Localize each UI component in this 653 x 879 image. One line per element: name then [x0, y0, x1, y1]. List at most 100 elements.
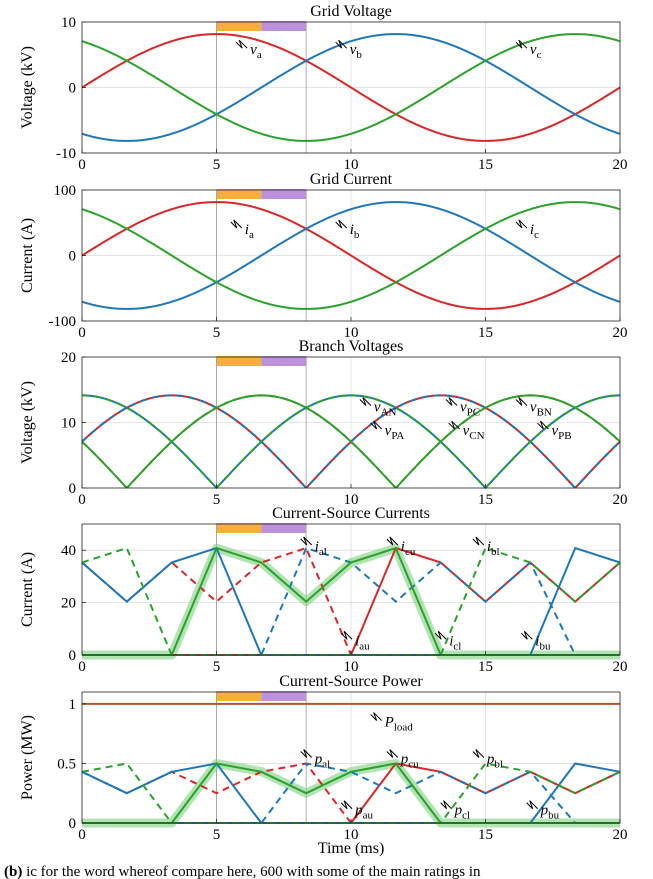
- annotation-subscript: bl: [494, 759, 503, 771]
- x-tick-label: 20: [613, 325, 628, 341]
- annotation-label: vAN: [374, 399, 397, 418]
- annotation-subscript: PB: [558, 430, 571, 442]
- y-tick-label: -10: [56, 146, 76, 162]
- x-tick-label: 15: [478, 492, 493, 508]
- x-tick-label: 15: [478, 157, 493, 173]
- x-tick-label: 10: [344, 659, 359, 675]
- annotation-symbol: i: [350, 222, 354, 238]
- annotation-label: ib: [350, 222, 360, 241]
- panel-label: (b): [4, 864, 23, 879]
- annotation-subscript: au: [363, 810, 374, 822]
- annotation-leader: [448, 420, 461, 430]
- annotation-subscript: a: [257, 49, 262, 61]
- annotation-subscript: load: [394, 722, 413, 734]
- annotation-subscript: cl: [453, 640, 461, 652]
- annotation-label: vBN: [530, 399, 552, 418]
- x-tick-label: 15: [478, 325, 493, 341]
- x-tick-label: 5: [213, 325, 221, 341]
- annotation-leader: [370, 712, 383, 721]
- annotation-symbol: v: [374, 399, 381, 415]
- panel-4: 0 5 10 15 20 40 20 0 Current-Source Currents Curr…: [19, 505, 628, 675]
- annotation-leader: [300, 536, 313, 546]
- series-v-cn: [82, 394, 620, 489]
- x-axis-label: Time (ms): [318, 840, 385, 857]
- panel-title: Branch Voltages: [299, 338, 404, 355]
- interval-bar-orange: [216, 356, 262, 366]
- x-tick-label: 20: [613, 157, 628, 173]
- x-tick-label: 20: [613, 492, 628, 508]
- annotation-symbol: i: [449, 633, 453, 649]
- annotation-symbol: v: [530, 42, 537, 58]
- annotation-label: pal: [314, 752, 330, 771]
- panel-title: Current-Source Power: [279, 673, 423, 690]
- annotation-subscript: cl: [462, 810, 470, 822]
- annotation-subscript: b: [356, 49, 362, 61]
- annotation-symbol: p: [486, 752, 495, 768]
- annotation-label: pau: [354, 803, 373, 822]
- annotation-leader: [386, 536, 399, 546]
- annotation-leader: [520, 630, 533, 640]
- annotation-label: pbu: [540, 803, 560, 822]
- annotation-label: va: [250, 42, 262, 61]
- x-tick-label: 20: [613, 659, 628, 675]
- x-tick-label: 0: [78, 157, 86, 173]
- x-tick-label: 5: [213, 827, 221, 843]
- y-tick-label: 0.5: [57, 756, 76, 772]
- y-axis-label: Current (A): [19, 218, 36, 293]
- series-i-a: [81, 201, 621, 310]
- interval-bar-purple: [261, 21, 307, 31]
- y-tick-label: -100: [49, 314, 77, 330]
- series-v-b: [81, 33, 621, 142]
- annotation-symbol: p: [354, 803, 363, 819]
- annotation-symbol: v: [460, 399, 467, 415]
- annotation-subscript: AN: [381, 406, 397, 418]
- annotation-leader: [359, 397, 372, 406]
- x-tick-label: 15: [478, 659, 493, 675]
- annotation-label: vPC: [460, 399, 480, 418]
- y-axis-label: Current (A): [19, 552, 36, 627]
- annotation-subscript: al: [322, 759, 330, 771]
- annotation-subscript: c: [537, 49, 542, 61]
- annotation-symbol: v: [350, 42, 357, 58]
- caption-text: (b) ic for the word whereof compare here…: [0, 864, 653, 879]
- x-tick-label: 0: [78, 659, 86, 675]
- annotation-subscript: cu: [408, 759, 419, 771]
- annotation-symbol: i: [315, 539, 319, 555]
- annotation-label: iau: [355, 633, 370, 652]
- annotation-subscript: bl: [491, 546, 500, 558]
- x-tick-label: 10: [344, 492, 359, 508]
- annotation-symbol: p: [454, 803, 463, 819]
- caption-fragment: ic for the word whereof compare here, 60…: [26, 864, 481, 879]
- y-axis-label: Voltage (kV): [19, 381, 36, 464]
- annotation-subscript: bu: [539, 640, 551, 652]
- annotation-subscript: PC: [467, 406, 480, 418]
- annotation-symbol: v: [463, 423, 470, 439]
- y-tick-label: 0: [69, 81, 77, 97]
- panel-title: Grid Current: [310, 171, 393, 188]
- interval-bar-purple: [261, 691, 307, 701]
- annotation-label: icl: [449, 633, 461, 652]
- y-tick-label: 100: [54, 183, 77, 199]
- annotation-label: pbl: [486, 752, 503, 771]
- series-i-c: [81, 201, 621, 310]
- interval-bar-purple: [261, 523, 307, 533]
- annotation-leader: [537, 420, 549, 430]
- annotation-leader: [472, 749, 485, 758]
- y-tick-label: 0: [69, 249, 77, 265]
- annotation-leader: [472, 536, 485, 546]
- annotation-symbol: i: [355, 633, 359, 649]
- annotation-label: pcl: [454, 803, 470, 822]
- annotation-symbol: i: [535, 633, 539, 649]
- annotation-label: vc: [530, 42, 542, 61]
- annotation-leader: [386, 749, 399, 758]
- y-tick-label: 0: [69, 816, 77, 832]
- annotation-label: vPA: [385, 423, 405, 442]
- annotation-subscript: al: [319, 546, 327, 558]
- x-tick-label: 5: [213, 492, 221, 508]
- y-tick-label: 1: [69, 697, 77, 713]
- panel-title: Grid Voltage: [310, 3, 392, 20]
- annotation-symbol: v: [551, 423, 558, 439]
- series-v-a: [81, 33, 621, 142]
